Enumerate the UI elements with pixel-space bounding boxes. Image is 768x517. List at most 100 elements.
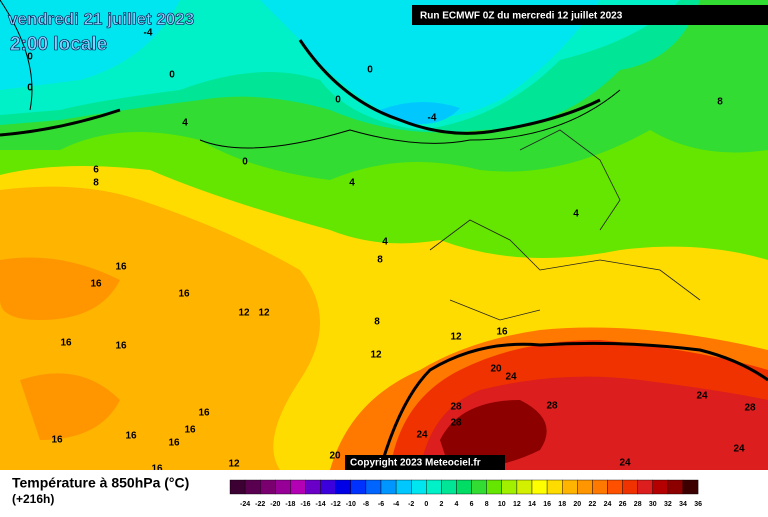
contour-label: 28 bbox=[546, 401, 558, 412]
contour-label: 16 bbox=[168, 438, 180, 449]
colorbar-label: -2 bbox=[408, 501, 414, 508]
contour-label: 0 bbox=[27, 83, 33, 94]
contour-label: 16 bbox=[125, 431, 137, 442]
colorbar-label: 36 bbox=[694, 501, 702, 508]
colorbar-label: -6 bbox=[378, 501, 384, 508]
colorbar-label: 6 bbox=[470, 501, 474, 508]
contour-label: 24 bbox=[505, 372, 517, 383]
colorbar-label: -18 bbox=[285, 501, 295, 508]
contour-label: -4 bbox=[144, 28, 153, 39]
colorbar-label: 24 bbox=[604, 501, 612, 508]
contour-label: 0 bbox=[242, 157, 248, 168]
colorbar-swatch bbox=[305, 479, 321, 495]
colorbar-swatch bbox=[441, 479, 457, 495]
contour-label: 8 bbox=[93, 178, 99, 189]
colorbar-swatch bbox=[426, 479, 442, 495]
colorbar-swatch bbox=[682, 479, 699, 495]
contour-label: 4 bbox=[573, 209, 579, 220]
contour-label: 16 bbox=[90, 279, 102, 290]
contour-label: 12 bbox=[228, 459, 240, 470]
colorbar-swatch bbox=[546, 479, 563, 495]
colorbar-swatch bbox=[516, 479, 533, 495]
contour-label: 8 bbox=[717, 97, 723, 108]
colorbar-label: -24 bbox=[240, 501, 250, 508]
contour-label: 16 bbox=[178, 289, 190, 300]
contour-label: 24 bbox=[619, 458, 631, 469]
contour-label: 4 bbox=[182, 118, 188, 129]
contour-label: 24 bbox=[696, 391, 708, 402]
contour-label: 0 bbox=[169, 70, 175, 81]
colorbar-label: 0 bbox=[424, 501, 428, 508]
colorbar-swatch bbox=[592, 479, 608, 495]
contour-label: -4 bbox=[428, 113, 437, 124]
colorbar-swatch bbox=[350, 479, 367, 495]
colorbar-label: -22 bbox=[255, 501, 265, 508]
contour-label: 24 bbox=[733, 444, 745, 455]
colorbar-swatch bbox=[365, 479, 382, 495]
colorbar: -24 -22 -20 -18 -16 -14 -12 -10 -8 -6 -4 -2 0 2 4 6 8 10 1… bbox=[229, 479, 702, 508]
colorbar-label: -4 bbox=[393, 501, 399, 508]
contour-label: 0 bbox=[27, 52, 33, 63]
contour-label: 8 bbox=[377, 255, 383, 266]
contour-label: 4 bbox=[382, 237, 388, 248]
colorbar-swatch bbox=[471, 479, 487, 495]
colorbar-swatch bbox=[652, 479, 669, 495]
contour-label: 4 bbox=[349, 178, 355, 189]
colorbar-swatch bbox=[229, 479, 246, 495]
contour-label: 16 bbox=[115, 341, 127, 352]
contour-label: 8 bbox=[374, 317, 380, 328]
colorbar-swatch bbox=[486, 479, 503, 495]
contour-label: 12 bbox=[238, 308, 250, 319]
contour-label: 12 bbox=[450, 332, 462, 343]
contour-label: 20 bbox=[490, 364, 502, 375]
contour-label: 16 bbox=[115, 262, 127, 273]
colorbar-swatch bbox=[501, 479, 518, 495]
colorbar-label: 2 bbox=[439, 501, 443, 508]
colorbar-label: 8 bbox=[485, 501, 489, 508]
colorbar-swatch bbox=[577, 479, 593, 495]
contour-label: 16 bbox=[51, 435, 63, 446]
forecast-date: vendredi 21 juillet 2023 bbox=[8, 9, 194, 28]
colorbar-swatch bbox=[395, 479, 412, 495]
colorbar-label: 10 bbox=[498, 501, 506, 508]
colorbar-label: 4 bbox=[455, 501, 459, 508]
colorbar-swatch bbox=[290, 479, 306, 495]
colorbar-label: -12 bbox=[331, 501, 341, 508]
copyright: Copyright 2023 Meteociel.fr bbox=[350, 458, 481, 469]
colorbar-swatch bbox=[456, 479, 472, 495]
colorbar-label: 32 bbox=[664, 501, 672, 508]
colorbar-label: -10 bbox=[346, 501, 356, 508]
colorbar-label: 14 bbox=[528, 501, 536, 508]
contour-label: 20 bbox=[329, 451, 341, 462]
contour-label: 0 bbox=[367, 65, 373, 76]
contour-label: 16 bbox=[151, 464, 163, 475]
legend-lead: (+216h) bbox=[12, 492, 54, 506]
colorbar-swatch bbox=[380, 479, 397, 495]
forecast-time: 2:00 locale bbox=[10, 34, 107, 55]
colorbar-swatch bbox=[562, 479, 578, 495]
colorbar-label: -14 bbox=[316, 501, 326, 508]
colorbar-label: 16 bbox=[543, 501, 551, 508]
copyright-box bbox=[345, 455, 505, 470]
contour-label: 12 bbox=[370, 350, 382, 361]
colorbar-label: 26 bbox=[619, 501, 627, 508]
colorbar-swatch bbox=[320, 479, 336, 495]
colorbar-swatch bbox=[244, 479, 261, 495]
colorbar-swatch bbox=[622, 479, 638, 495]
contour-label: 16 bbox=[198, 408, 210, 419]
contour-label: 28 bbox=[450, 402, 462, 413]
colorbar-swatch bbox=[607, 479, 623, 495]
contour-label: 16 bbox=[60, 338, 72, 349]
map-background bbox=[0, 0, 768, 471]
colorbar-label: 34 bbox=[679, 501, 687, 508]
colorbar-swatch bbox=[275, 479, 291, 495]
colorbar-label: 18 bbox=[558, 501, 566, 508]
colorbar-label: -16 bbox=[300, 501, 310, 508]
colorbar-swatch bbox=[260, 479, 276, 495]
colorbar-swatch bbox=[411, 479, 427, 495]
run-box bbox=[412, 5, 768, 25]
colorbar-label: -8 bbox=[363, 501, 369, 508]
colorbar-swatch bbox=[335, 479, 352, 495]
contour-label: 24 bbox=[416, 430, 428, 441]
